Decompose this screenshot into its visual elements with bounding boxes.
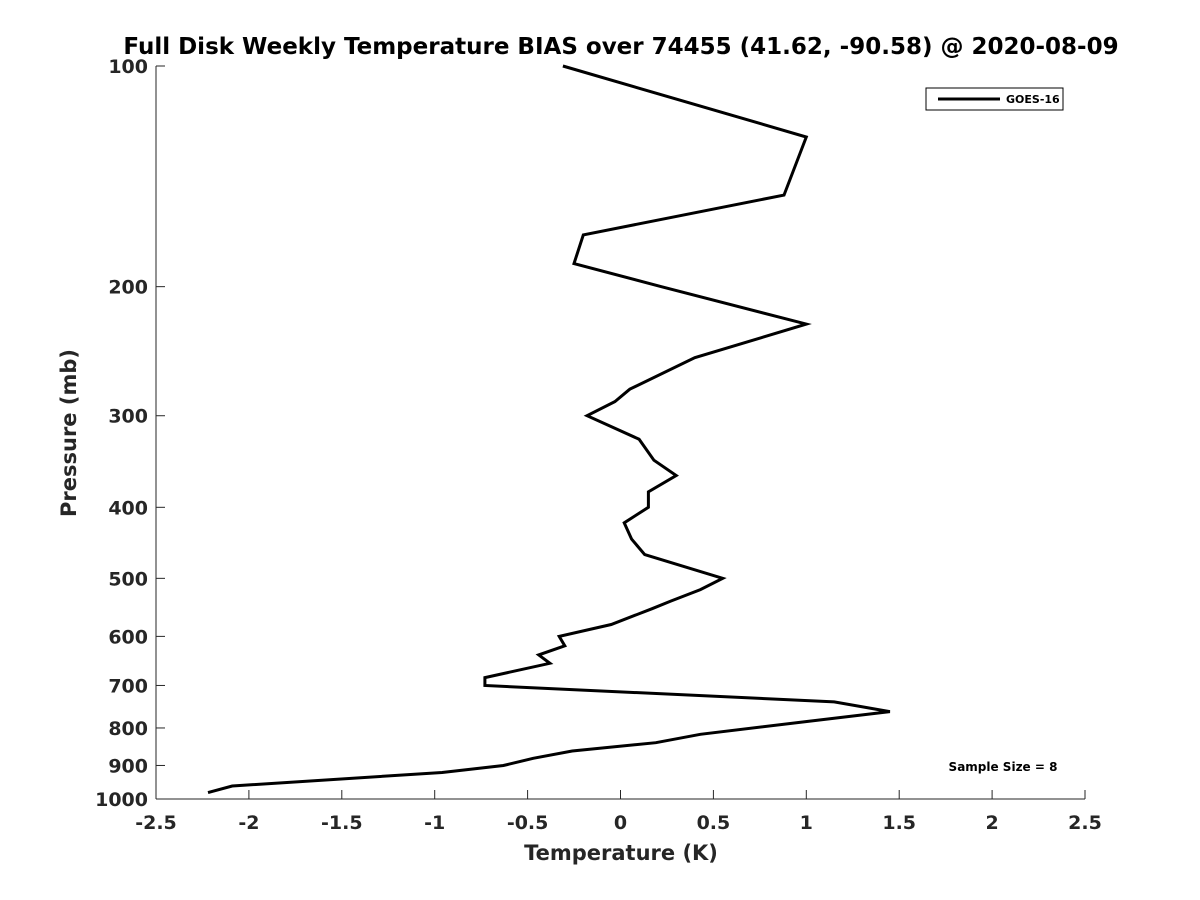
chart-title: Full Disk Weekly Temperature BIAS over 7… — [123, 34, 1118, 60]
axes — [155, 66, 1085, 800]
x-tick-label: -1.5 — [321, 812, 363, 834]
y-tick-label: 1000 — [95, 789, 148, 811]
x-tick-label: 1 — [800, 812, 813, 834]
x-tick-label: -0.5 — [507, 812, 549, 834]
x-tick-label: 0 — [614, 812, 627, 834]
x-axis-label: Temperature (K) — [524, 841, 718, 865]
y-tick-label: 500 — [108, 568, 148, 590]
x-tick-label: -2.5 — [135, 812, 177, 834]
x-tick-label: 1.5 — [882, 812, 916, 834]
y-axis-ticks: 100 200 300 400 500 600 700 800 900 1000 — [95, 56, 165, 811]
legend: GOES-16 — [925, 87, 1064, 111]
x-tick-label: 2 — [985, 812, 998, 834]
x-tick-label: -2 — [238, 812, 259, 834]
y-tick-label: 300 — [108, 406, 148, 428]
y-tick-label: 400 — [108, 497, 148, 519]
y-tick-label: 100 — [108, 56, 148, 78]
x-tick-label: 2.5 — [1068, 812, 1102, 834]
x-axis-ticks: -2.5 -2 -1.5 -1 -0.5 0 0.5 1 1.5 2 2.5 — [135, 790, 1102, 834]
y-tick-label: 900 — [108, 755, 148, 777]
sample-size-annotation: Sample Size = 8 — [949, 760, 1058, 774]
legend-label-goes-16: GOES-16 — [1006, 93, 1060, 106]
y-axis-label: Pressure (mb) — [57, 349, 81, 517]
series-line-goes-16 — [207, 64, 891, 795]
y-tick-label: 700 — [108, 675, 148, 697]
y-tick-label: 800 — [108, 718, 148, 740]
y-tick-label: 600 — [108, 626, 148, 648]
y-tick-label: 200 — [108, 277, 148, 299]
x-tick-label: -1 — [424, 812, 445, 834]
series-group — [207, 64, 891, 795]
x-tick-label: 0.5 — [697, 812, 731, 834]
